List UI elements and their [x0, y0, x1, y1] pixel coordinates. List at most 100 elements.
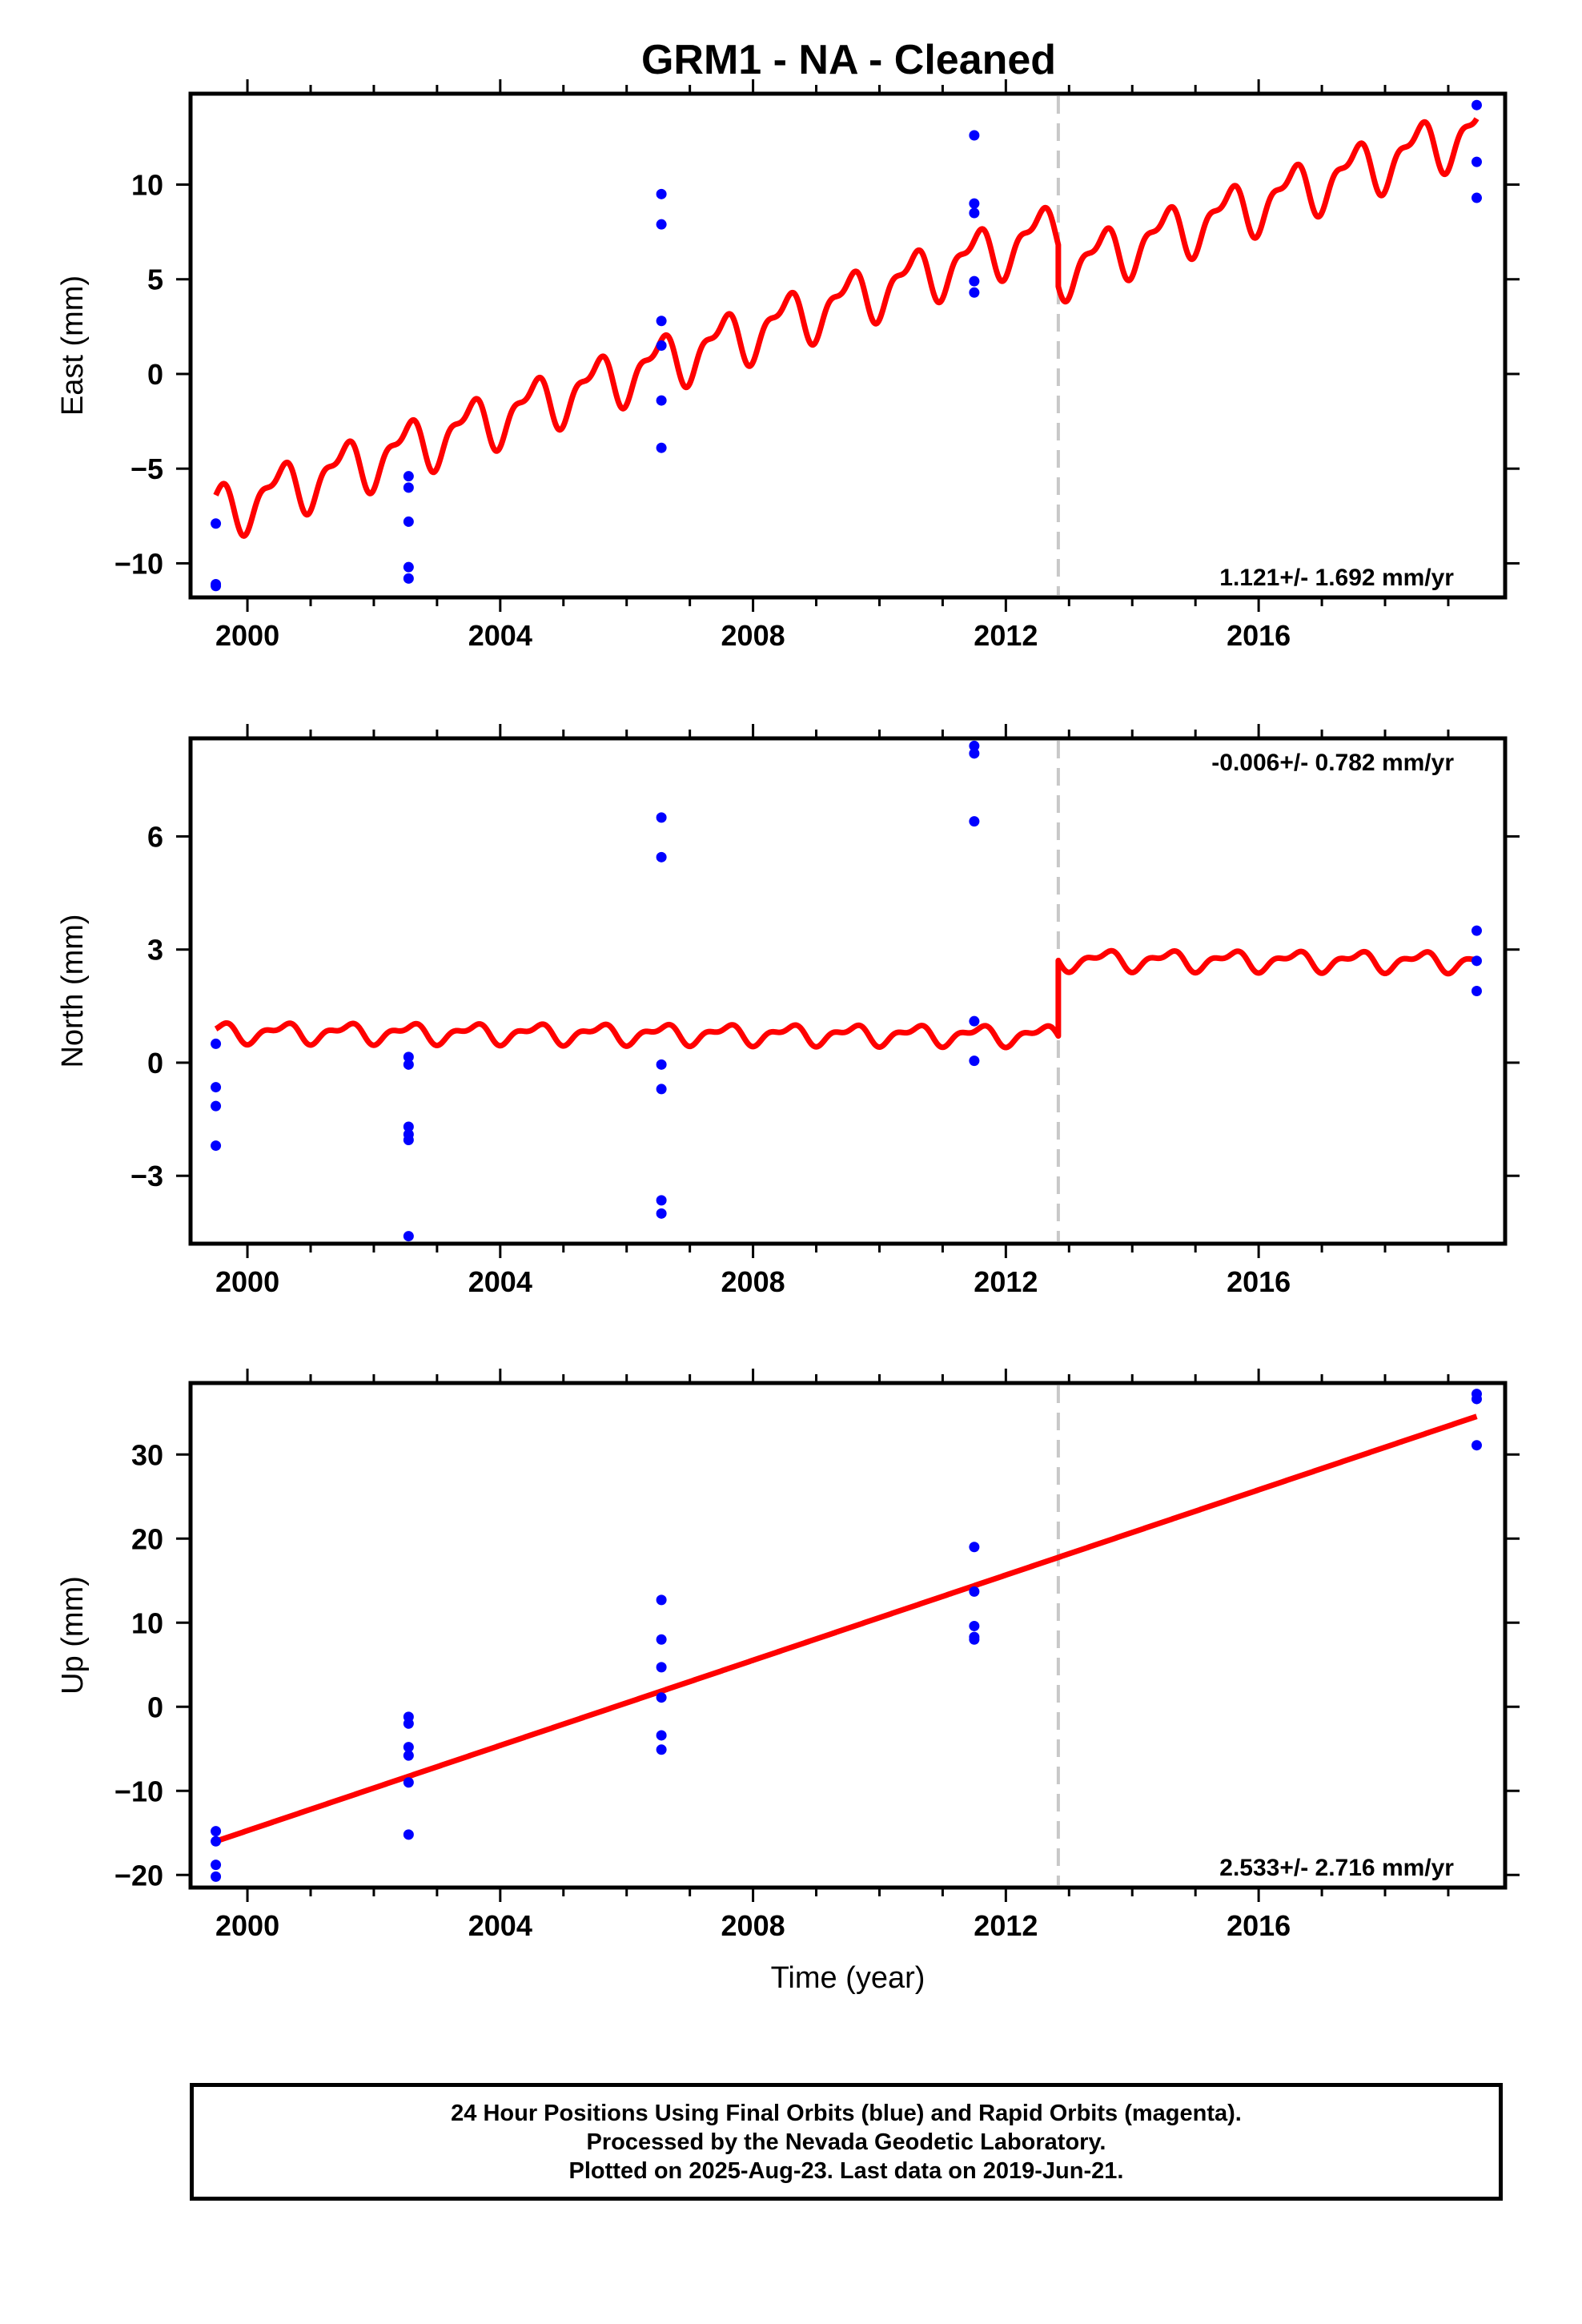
data-point [656, 395, 667, 406]
panel-east: 2000 2004 2008 2012 2016 −10 −5 0 5 10 East (mm) 1.… [56, 79, 1520, 652]
data-point [211, 1826, 222, 1837]
x-tick-label: 2016 [1227, 619, 1291, 652]
y-axis-label: Up (mm) [56, 1576, 90, 1695]
x-tick-label: 2012 [974, 1265, 1038, 1298]
data-point [969, 1542, 980, 1553]
x-tick-label: 2008 [721, 1265, 785, 1298]
y-tick-label: 0 [147, 1047, 163, 1080]
data-point [211, 1860, 222, 1871]
y-tick-label: −10 [114, 1775, 163, 1807]
data-point [403, 482, 414, 493]
data-point [403, 1777, 414, 1788]
velocity-annotation: 2.533+/- 2.716 mm/yr [1219, 1855, 1454, 1881]
data-point [403, 573, 414, 584]
data-point [656, 1195, 667, 1206]
data-point [656, 1059, 667, 1070]
x-tick-label: 2004 [468, 1909, 532, 1942]
data-point [969, 1015, 980, 1027]
chart-title: GRM1 - NA - Cleaned [641, 37, 1056, 83]
y-tick-label: 30 [131, 1438, 163, 1471]
data-point [656, 316, 667, 327]
footer-line-1: 24 Hour Positions Using Final Orbits (bl… [451, 2100, 1242, 2126]
data-points [211, 1389, 1482, 1882]
data-point [1471, 955, 1482, 967]
data-point [403, 1059, 414, 1070]
data-points [211, 99, 1482, 592]
data-point [211, 518, 222, 529]
data-point [403, 1750, 414, 1761]
data-point [403, 1742, 414, 1753]
data-point [656, 340, 667, 351]
data-point [969, 1055, 980, 1067]
data-point [1471, 1440, 1482, 1451]
y-axis-label: North (mm) [56, 914, 90, 1068]
footer-line-3: Plotted on 2025-Aug-23. Last data on 201… [568, 2157, 1124, 2184]
data-point [403, 1231, 414, 1242]
data-point [969, 287, 980, 298]
data-point [211, 1835, 222, 1847]
y-tick-label: 10 [131, 169, 163, 202]
y-tick-label: 20 [131, 1522, 163, 1555]
y-tick-label: 6 [147, 820, 163, 853]
y-tick-label: 5 [147, 263, 163, 296]
data-point [656, 1744, 667, 1755]
data-point [969, 1620, 980, 1631]
data-point [403, 1718, 414, 1729]
footer-caption-box: 24 Hour Positions Using Final Orbits (bl… [190, 2083, 1503, 2201]
y-axis-label: East (mm) [56, 275, 90, 416]
data-point [211, 1100, 222, 1112]
data-point [656, 1662, 667, 1673]
footer-line-2: Processed by the Nevada Geodetic Laborat… [586, 2129, 1106, 2155]
panel-up: 2000 2004 2008 2012 2016 −20 −10 0 10 20 30 Up (mm)… [56, 1369, 1520, 1995]
model-fit-line [213, 117, 1480, 539]
data-point [211, 578, 222, 589]
x-tick-label: 2000 [215, 619, 279, 652]
data-point [1471, 925, 1482, 936]
x-tick-label: 2000 [215, 1265, 279, 1298]
data-point [403, 1051, 414, 1063]
x-tick-label: 2000 [215, 1909, 279, 1942]
data-point [969, 198, 980, 209]
data-point [969, 740, 980, 751]
data-point [403, 1135, 414, 1146]
model-fit-line [214, 1413, 1479, 1844]
data-point [211, 1038, 222, 1049]
data-point [211, 1871, 222, 1882]
x-tick-label: 2012 [974, 619, 1038, 652]
data-points [211, 740, 1482, 1242]
data-point [656, 219, 667, 230]
plot-frame [188, 736, 1508, 1246]
y-tick-label: −20 [114, 1859, 163, 1892]
x-tick-label: 2008 [721, 1909, 785, 1942]
y-tick-label: 0 [147, 358, 163, 391]
data-point [1471, 99, 1482, 111]
x-tick-label: 2016 [1227, 1909, 1291, 1942]
y-tick-label: −3 [130, 1160, 163, 1192]
data-point [656, 188, 667, 199]
data-point [656, 812, 667, 823]
velocity-annotation: 1.121+/- 1.692 mm/yr [1219, 565, 1454, 591]
data-point [969, 130, 980, 141]
data-point [656, 1634, 667, 1645]
y-tick-label: −5 [130, 452, 163, 485]
plot-frame [188, 1381, 1508, 1890]
data-point [969, 748, 980, 759]
data-point [656, 1208, 667, 1219]
data-point [656, 1730, 667, 1741]
data-point [969, 207, 980, 219]
data-point [403, 1121, 414, 1132]
model-fit-line [214, 947, 1479, 1051]
data-point [656, 1692, 667, 1703]
plot-frame [188, 91, 1508, 600]
data-point [403, 471, 414, 482]
data-point [1471, 1393, 1482, 1405]
y-tick-label: 0 [147, 1691, 163, 1723]
data-point [1471, 192, 1482, 203]
x-tick-label: 2012 [974, 1909, 1038, 1942]
data-point [211, 1082, 222, 1093]
data-point [403, 516, 414, 527]
x-tick-label: 2004 [468, 619, 532, 652]
data-point [1471, 156, 1482, 167]
